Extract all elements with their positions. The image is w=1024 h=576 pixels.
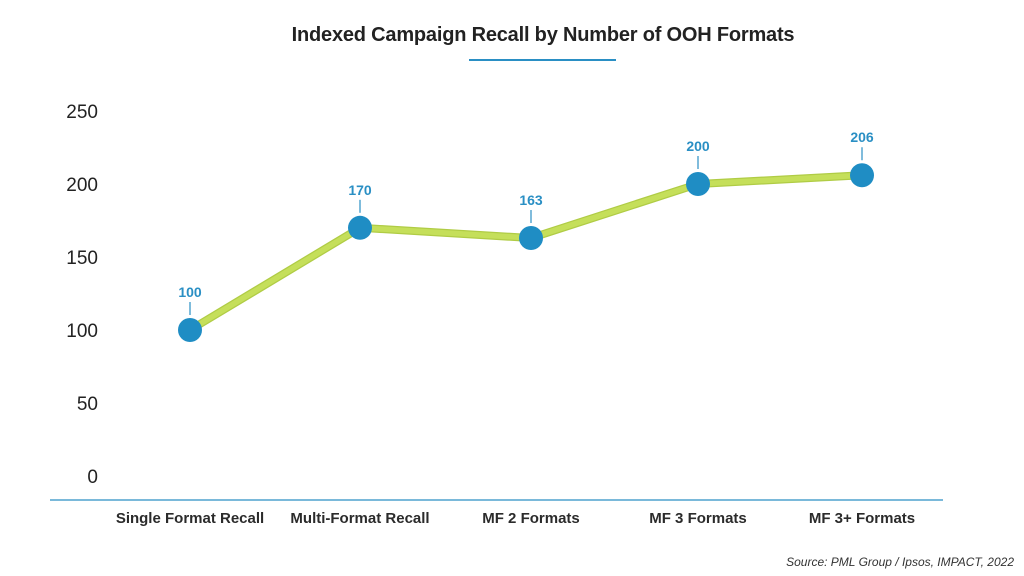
y-axis-ticks: 0 50 100 150 200 250 — [66, 102, 98, 488]
data-point-marker — [850, 163, 874, 188]
data-point-marker — [348, 215, 372, 240]
x-tick-label: Multi-Format Recall — [290, 510, 429, 527]
data-label: 100 — [178, 284, 202, 300]
data-label: 206 — [850, 129, 874, 145]
x-axis-ticks: Single Format Recall Multi-Format Recall M… — [116, 510, 915, 527]
title-underline — [469, 59, 616, 61]
source-note: Source: PML Group / Ipsos, IMPACT, 2022 — [786, 555, 1014, 569]
data-point-marker — [178, 318, 202, 342]
y-tick-label: 250 — [66, 102, 98, 123]
data-point-marker — [519, 226, 543, 251]
data-point-marker — [686, 172, 710, 196]
y-tick-label: 50 — [77, 394, 98, 415]
x-tick-label: MF 3 Formats — [649, 510, 747, 527]
y-tick-label: 150 — [66, 248, 98, 269]
data-label: 170 — [348, 182, 372, 198]
x-tick-label: MF 3+ Formats — [809, 510, 915, 527]
data-label: 163 — [519, 192, 543, 208]
series-marker-layer: 100 170 163 200 206 — [178, 129, 874, 342]
data-label: 200 — [686, 138, 710, 154]
x-tick-label: Single Format Recall — [116, 510, 264, 527]
y-tick-label: 200 — [66, 175, 98, 196]
chart-title: Indexed Campaign Recall by Number of OOH… — [291, 24, 795, 46]
y-tick-label: 100 — [66, 321, 98, 342]
y-tick-label: 0 — [87, 467, 98, 488]
x-tick-label: MF 2 Formats — [482, 510, 580, 527]
